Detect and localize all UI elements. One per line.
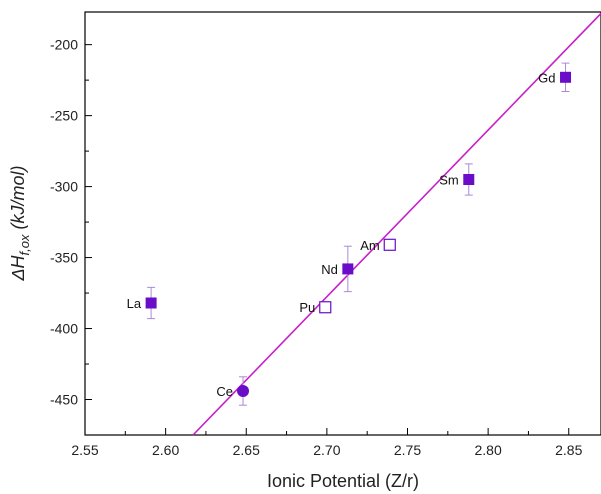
data-point-la [145, 297, 157, 309]
data-point-ce [237, 384, 250, 397]
x-tick-label: 2.85 [555, 442, 582, 458]
fit-line [192, 12, 601, 436]
x-tick-label: 2.60 [152, 442, 179, 458]
y-tick-label: -400 [50, 321, 78, 337]
plot-frame [84, 11, 601, 436]
x-tick-label: 2.75 [394, 442, 421, 458]
y-axis-title-main: ΔH [8, 254, 28, 281]
point-label-pu: Pu [299, 300, 315, 315]
y-axis-title: ΔHf,ox (kJ/mol) [8, 165, 32, 281]
x-tick-label: 2.70 [313, 442, 340, 458]
data-points [145, 62, 572, 406]
data-point-gd [560, 71, 572, 83]
fit-line-group [192, 12, 601, 436]
y-tick-label: -200 [50, 37, 78, 53]
x-tick-label: 2.55 [71, 442, 98, 458]
x-tick-label: 2.65 [233, 442, 260, 458]
data-point-am [383, 238, 396, 251]
point-label-gd: Gd [538, 70, 555, 85]
point-label-la: La [127, 296, 142, 311]
y-tick-label: -450 [50, 392, 78, 408]
x-tick-label: 2.80 [475, 442, 502, 458]
point-labels: La Ce Pu Nd Am Sm Gd [127, 70, 556, 399]
point-label-am: Am [360, 238, 380, 253]
y-tick-label: -300 [50, 179, 78, 195]
data-point-pu [319, 301, 332, 314]
y-tick-label: -250 [50, 108, 78, 124]
data-point-nd [342, 263, 354, 275]
y-axis-title-sub: f,ox [17, 234, 32, 255]
point-label-sm: Sm [439, 172, 459, 187]
point-label-ce: Ce [216, 384, 233, 399]
data-point-sm [463, 173, 475, 185]
point-label-nd: Nd [321, 262, 338, 277]
y-axis-title-unit: (kJ/mol) [8, 165, 28, 234]
y-tick-label: -350 [50, 250, 78, 266]
x-axis-title: Ionic Potential (Z/r) [267, 471, 419, 491]
axis-ticks: 2.55 2.60 2.65 2.70 2.75 2.80 2.85 -200 -250 -300… [50, 37, 583, 458]
